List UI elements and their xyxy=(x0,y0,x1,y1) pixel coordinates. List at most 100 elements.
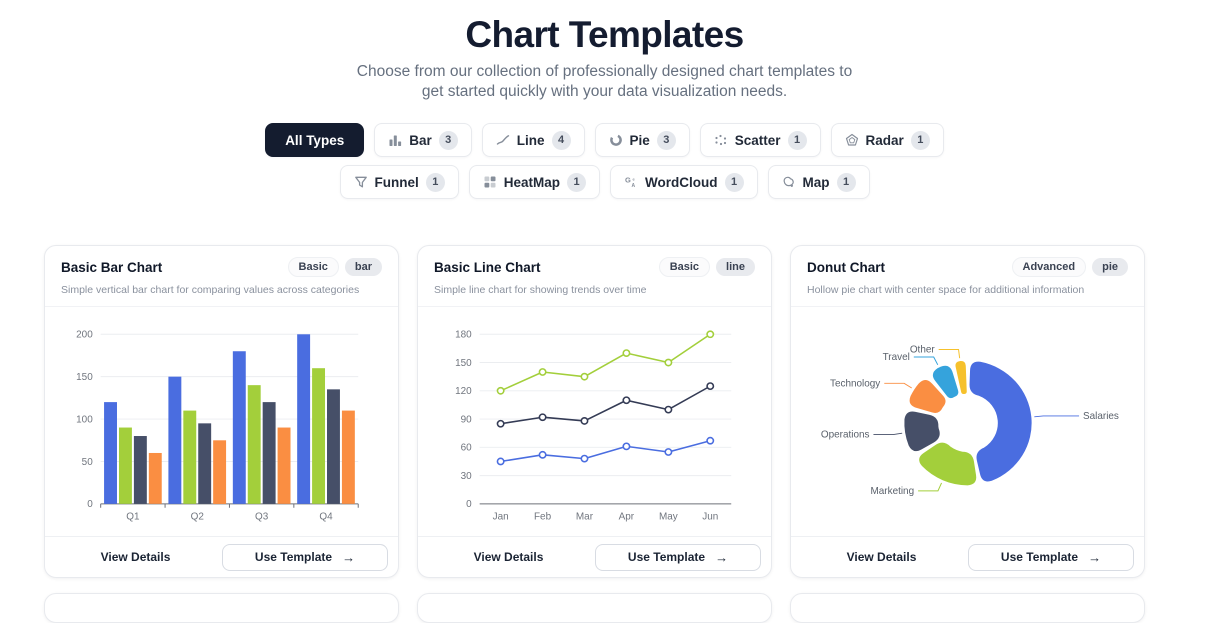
card-description: Simple line chart for showing trends ove… xyxy=(434,284,647,296)
bar-chart-icon xyxy=(388,133,402,147)
line-chart-icon xyxy=(496,133,510,147)
count-badge: 3 xyxy=(438,130,458,150)
use-template-label: Use Template xyxy=(254,550,333,564)
view-details-button[interactable]: View Details xyxy=(801,549,962,565)
svg-text:60: 60 xyxy=(461,443,473,454)
arrow-right-icon: → xyxy=(715,549,729,565)
svg-text:Technology: Technology xyxy=(830,379,880,390)
use-template-button[interactable]: Use Template → xyxy=(222,543,388,571)
filter-label: Pie xyxy=(629,132,650,148)
filter-line-button[interactable]: Line 4 xyxy=(481,123,585,157)
svg-text:G: G xyxy=(625,176,631,185)
card-header: Donut Chart Advanced pie Hollow pie char… xyxy=(791,246,1144,307)
count-badge: 1 xyxy=(787,130,807,150)
scatter-icon xyxy=(714,133,728,147)
filter-radar-button[interactable]: Radar 1 xyxy=(830,123,944,157)
page-subtitle: Choose from our collection of profession… xyxy=(356,63,853,100)
filter-label: Radar xyxy=(865,132,904,148)
level-badge: Basic xyxy=(658,257,711,277)
level-badge: Basic xyxy=(287,257,339,277)
filter-heatmap-button[interactable]: HeatMap 1 xyxy=(468,165,601,199)
card-basic-bar-chart: Basic Bar Chart Basic bar Simple vertica… xyxy=(44,245,399,578)
svg-text:Salaries: Salaries xyxy=(1083,411,1119,422)
card-stub xyxy=(417,593,772,623)
heatmap-icon xyxy=(483,175,497,189)
svg-text:50: 50 xyxy=(82,457,94,468)
card-description: Hollow pie chart with center space for a… xyxy=(807,284,1085,296)
card-description: Simple vertical bar chart for comparing … xyxy=(61,284,360,296)
card-header: Basic Bar Chart Basic bar Simple vertica… xyxy=(45,246,398,307)
card-donut-chart: Donut Chart Advanced pie Hollow pie char… xyxy=(790,245,1145,578)
svg-text:Q4: Q4 xyxy=(319,512,333,523)
use-template-label: Use Template xyxy=(1000,550,1079,564)
filter-funnel-button[interactable]: Funnel 1 xyxy=(339,165,459,199)
filter-map-button[interactable]: Map 1 xyxy=(767,165,870,199)
use-template-label: Use Template xyxy=(627,550,706,564)
count-badge: 1 xyxy=(836,172,856,192)
filter-scatter-button[interactable]: Scatter 1 xyxy=(699,123,821,157)
card-header: Basic Line Chart Basic line Simple line … xyxy=(418,246,771,307)
type-badge: line xyxy=(716,258,755,276)
filter-all-button[interactable]: All Types xyxy=(265,123,365,157)
page-header: Chart Templates Choose from our collecti… xyxy=(0,0,1209,102)
filter-pie-button[interactable]: Pie 3 xyxy=(594,123,690,157)
svg-text:Travel: Travel xyxy=(883,352,910,363)
count-badge: 1 xyxy=(910,130,930,150)
template-card-grid: Basic Bar Chart Basic bar Simple vertica… xyxy=(44,245,1209,578)
donut-chart: Salaries Marketing Operations Technology Tra… xyxy=(791,307,1144,536)
view-details-button[interactable]: View Details xyxy=(428,549,589,565)
svg-text:Q1: Q1 xyxy=(126,512,139,523)
type-badge: bar xyxy=(344,258,382,276)
use-template-button[interactable]: Use Template → xyxy=(595,543,761,571)
card-title: Donut Chart xyxy=(807,259,885,275)
svg-text:30: 30 xyxy=(461,471,473,482)
page-title: Chart Templates xyxy=(465,14,744,55)
card-stub xyxy=(790,593,1145,623)
count-badge: 3 xyxy=(656,130,676,150)
card-footer: View Details Use Template → xyxy=(791,536,1144,577)
svg-text:Marketing: Marketing xyxy=(871,486,915,497)
filter-label: HeatMap xyxy=(503,174,561,190)
count-badge: 1 xyxy=(724,172,744,192)
use-template-button[interactable]: Use Template → xyxy=(968,543,1134,571)
filter-label: All Types xyxy=(285,132,345,148)
filter-bar-button[interactable]: Bar 3 xyxy=(374,123,472,157)
count-badge: 1 xyxy=(567,172,587,192)
card-footer: View Details Use Template → xyxy=(45,536,398,577)
svg-text:Operations: Operations xyxy=(821,430,870,441)
svg-text:May: May xyxy=(659,512,678,523)
svg-text:100: 100 xyxy=(76,415,93,426)
line-chart: 0 30 60 90 120 150 180 Jan Feb Mar Apr May Jun xyxy=(418,307,771,536)
svg-text:180: 180 xyxy=(455,330,472,341)
svg-text:150: 150 xyxy=(455,358,472,369)
svg-text:A: A xyxy=(632,183,636,189)
arrow-right-icon: → xyxy=(1088,549,1102,565)
filter-label: Line xyxy=(516,132,545,148)
view-details-button[interactable]: View Details xyxy=(55,549,216,565)
filter-label: Map xyxy=(802,174,830,190)
svg-text:Jan: Jan xyxy=(493,512,509,523)
svg-text:200: 200 xyxy=(76,330,93,341)
svg-text:90: 90 xyxy=(461,415,473,426)
svg-text:0: 0 xyxy=(87,499,93,510)
svg-text:Mar: Mar xyxy=(576,512,594,523)
filter-label: WordCloud xyxy=(645,174,718,190)
svg-text:150: 150 xyxy=(76,372,93,383)
card-footer: View Details Use Template → xyxy=(418,536,771,577)
filter-label: Scatter xyxy=(734,132,781,148)
card-basic-line-chart: Basic Line Chart Basic line Simple line … xyxy=(417,245,772,578)
bar-chart: 0 50 100 150 200 Q1 Q2 Q3 Q4 xyxy=(45,307,398,536)
svg-text:Jun: Jun xyxy=(702,512,718,523)
pie-chart-icon xyxy=(609,133,623,147)
svg-text:120: 120 xyxy=(455,386,472,397)
svg-text:Feb: Feb xyxy=(534,512,552,523)
radar-icon xyxy=(845,133,859,147)
svg-text:Q2: Q2 xyxy=(191,512,204,523)
card-title: Basic Line Chart xyxy=(434,259,541,275)
svg-text:Other: Other xyxy=(910,345,936,356)
count-badge: 1 xyxy=(425,172,445,192)
